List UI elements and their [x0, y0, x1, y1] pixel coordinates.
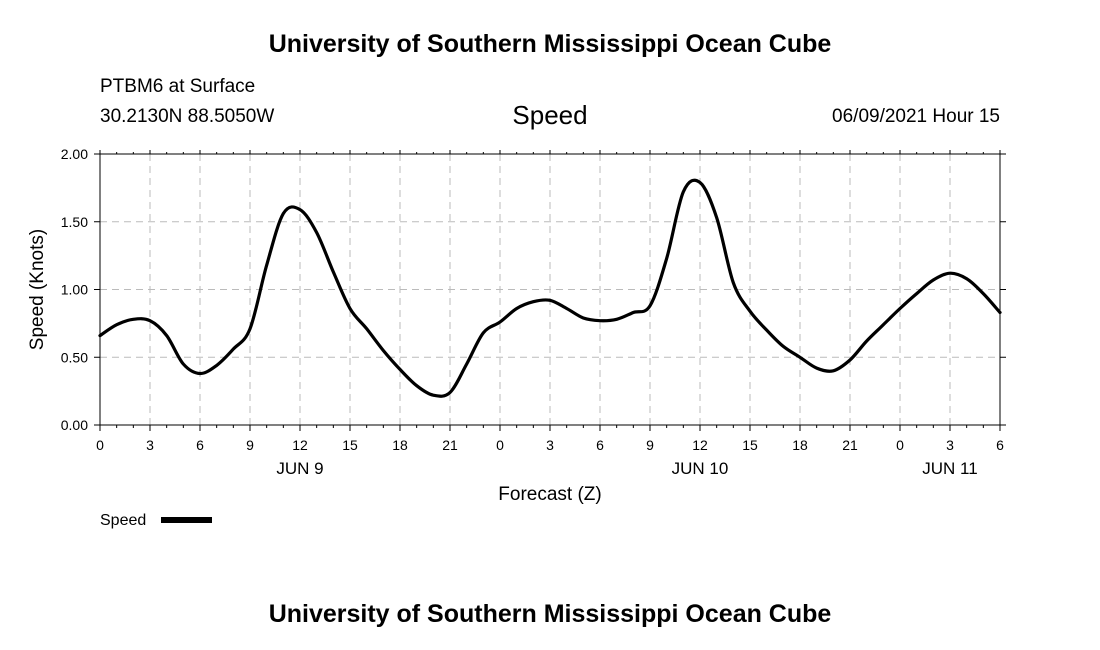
x-axis-label: Forecast (Z)	[498, 484, 601, 505]
y-tick-label: 0.50	[61, 349, 88, 365]
x-tick-label: 12	[292, 437, 308, 453]
y-tick-label: 1.00	[61, 282, 88, 298]
x-tick-label: 21	[442, 437, 458, 453]
location-label: 30.2130N 88.5050W	[100, 106, 275, 127]
x-tick-label: 3	[146, 437, 154, 453]
x-tick-label: 6	[996, 437, 1004, 453]
station-label: PTBM6 at Surface	[100, 76, 256, 97]
x-tick-label: 9	[646, 437, 654, 453]
x-tick-label: 15	[342, 437, 358, 453]
x-tick-label: 0	[896, 437, 904, 453]
x-tick-label: 3	[946, 437, 954, 453]
series-line-speed	[98, 178, 1002, 398]
x-tick-label: 0	[496, 437, 504, 453]
x-tick-label: 15	[742, 437, 758, 453]
forecast-datetime: 06/09/2021 Hour 15	[832, 106, 1000, 127]
footer-title: University of Southern Mississippi Ocean…	[268, 600, 832, 628]
x-tick-label: 6	[196, 437, 204, 453]
x-tick-label: 12	[692, 437, 708, 453]
x-tick-label: 6	[596, 437, 604, 453]
x-tick-label: 18	[792, 437, 808, 453]
page-title: University of Southern Mississippi Ocean…	[268, 30, 832, 58]
x-tick-label: 18	[392, 437, 408, 453]
y-tick-label: 1.50	[61, 214, 88, 230]
day-label: JUN 10	[672, 459, 729, 478]
legend-label: Speed	[100, 512, 146, 529]
day-label: JUN 9	[276, 459, 323, 478]
y-axis-label: Speed (Knots)	[27, 229, 48, 350]
y-tick-label: 2.00	[61, 146, 88, 162]
chart-name: Speed	[512, 100, 588, 130]
y-tick-label: 0.00	[61, 417, 88, 433]
day-label: JUN 11	[922, 459, 977, 478]
x-tick-label: 3	[546, 437, 554, 453]
x-tick-label: 9	[246, 437, 254, 453]
x-tick-label: 0	[96, 437, 104, 453]
x-tick-label: 21	[842, 437, 858, 453]
